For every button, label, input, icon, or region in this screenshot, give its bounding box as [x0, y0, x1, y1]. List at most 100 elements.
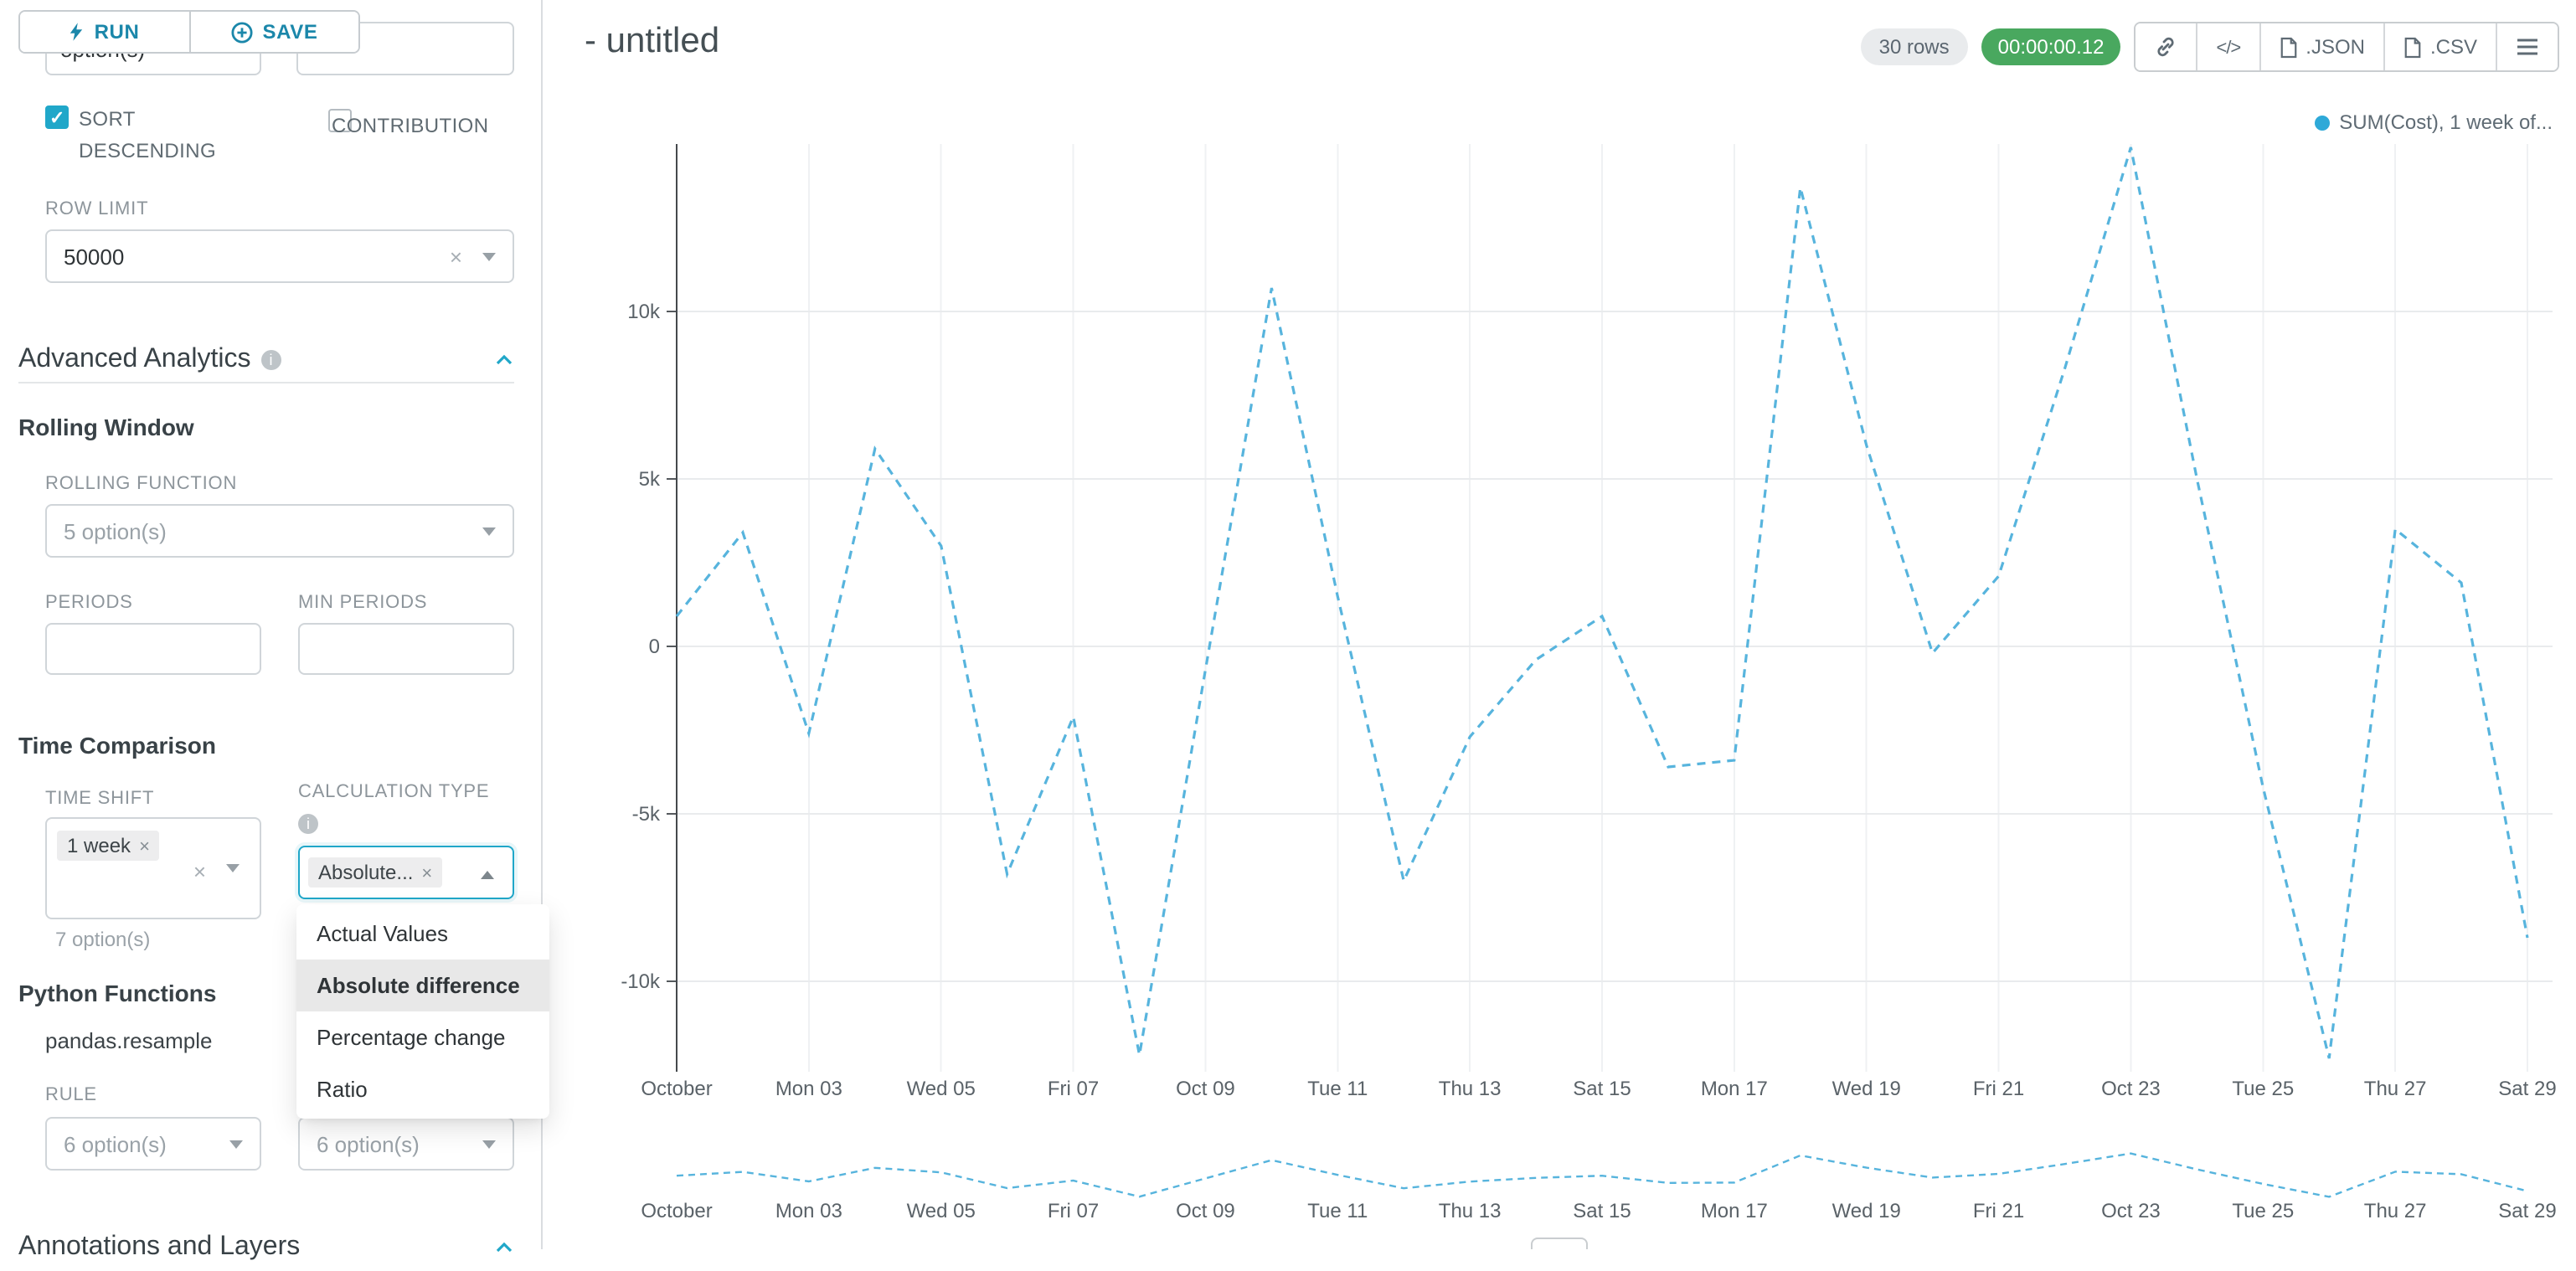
run-button[interactable]: RUN — [20, 12, 190, 52]
chart-area: - untitled 30 rows 00:00:00.12 .JSON — [543, 0, 2576, 1249]
remove-tag-icon[interactable] — [421, 861, 432, 884]
python-functions-title: Python Functions — [18, 980, 217, 1006]
clear-icon[interactable] — [450, 244, 462, 269]
row-limit-select[interactable]: 50000 — [45, 229, 514, 283]
x-axis-label: Mon 17 — [1701, 1078, 1768, 1100]
export-button-group: .JSON .CSV — [2134, 22, 2559, 72]
chevron-up-icon[interactable] — [481, 871, 494, 879]
dropdown-option-ratio[interactable]: Ratio — [317, 1077, 368, 1102]
info-icon — [298, 814, 318, 834]
legend-dot-icon — [2314, 115, 2330, 130]
x-axis-label: Sat 15 — [1573, 1078, 1631, 1100]
y-axis-label: -5k — [632, 803, 661, 826]
plus-circle-icon — [230, 21, 253, 43]
mini-x-axis-label: Thu 27 — [2364, 1200, 2427, 1222]
mini-x-axis-label: Sat 15 — [1573, 1200, 1631, 1222]
x-axis-label: October — [641, 1078, 712, 1100]
clear-icon[interactable] — [193, 857, 206, 888]
calculation-type-select[interactable]: Absolute... — [298, 846, 514, 899]
chevron-down-icon[interactable] — [229, 1140, 243, 1148]
mini-x-axis-label: Thu 13 — [1439, 1200, 1502, 1222]
rule-select[interactable]: 6 option(s) — [45, 1117, 261, 1171]
chevron-up-icon[interactable] — [494, 352, 514, 366]
mini-x-axis-label: October — [641, 1200, 712, 1222]
x-axis-label: Fri 07 — [1048, 1078, 1099, 1100]
mini-x-axis-label: Wed 19 — [1832, 1200, 1901, 1222]
time-shift-label: TIME SHIFT — [45, 789, 155, 809]
export-csv-label: .CSV — [2429, 35, 2477, 59]
rule-label: RULE — [45, 1085, 97, 1105]
export-csv-button[interactable]: .CSV — [2383, 23, 2496, 70]
run-save-button-group: RUN SAVE — [18, 10, 360, 54]
chevron-down-icon[interactable] — [482, 527, 496, 535]
chevron-down-icon[interactable] — [482, 1140, 496, 1148]
annotations-layers-header[interactable]: Annotations and Layers — [18, 1224, 514, 1271]
time-comparison-title: Time Comparison — [18, 732, 216, 759]
save-button[interactable]: SAVE — [190, 12, 358, 52]
mini-x-axis-label: Oct 23 — [2101, 1200, 2161, 1222]
calculation-type-dropdown: Actual Values Absolute difference Percen… — [296, 904, 549, 1119]
periods-label: PERIODS — [45, 593, 133, 613]
x-axis-label: Thu 27 — [2364, 1078, 2427, 1100]
mini-x-axis-label: Wed 05 — [907, 1200, 976, 1222]
x-axis-label: Tue 11 — [1307, 1078, 1368, 1100]
rule-placeholder: 6 option(s) — [64, 1131, 167, 1156]
export-json-button[interactable]: .JSON — [2259, 23, 2383, 70]
annotations-layers-title: Annotations and Layers — [18, 1232, 301, 1261]
copy-link-button[interactable] — [2136, 23, 2197, 70]
rolling-function-select[interactable]: 5 option(s) — [45, 504, 514, 558]
legend-label: SUM(Cost), 1 week of... — [2339, 111, 2553, 134]
info-icon — [260, 349, 281, 369]
data-panel-handle[interactable] — [1531, 1238, 1588, 1249]
mini-x-axis-label: Mon 03 — [775, 1200, 842, 1222]
code-icon — [2216, 35, 2240, 59]
dropdown-option-actual-values[interactable]: Actual Values — [317, 921, 449, 946]
remove-tag-icon[interactable] — [139, 834, 150, 857]
contribution-label: CONTRIBUTION — [332, 114, 489, 137]
chart-legend[interactable]: SUM(Cost), 1 week of... — [2314, 111, 2553, 134]
chevron-down-icon[interactable] — [482, 252, 496, 260]
pandas-resample-label: pandas.resample — [45, 1028, 213, 1053]
more-menu-button[interactable] — [2496, 23, 2558, 70]
chevron-up-icon[interactable] — [494, 1241, 514, 1254]
method-placeholder: 6 option(s) — [317, 1131, 420, 1156]
row-count-badge: 30 rows — [1860, 28, 1968, 65]
mini-x-axis-label: Fri 21 — [1973, 1200, 2024, 1222]
time-shift-helper: 7 option(s) — [55, 928, 151, 951]
x-axis-label: Oct 23 — [2101, 1078, 2161, 1100]
min-periods-input[interactable] — [298, 623, 514, 675]
embed-code-button[interactable] — [2196, 23, 2259, 70]
contribution-checkbox[interactable] — [328, 109, 353, 132]
y-axis-label: 10k — [627, 301, 661, 323]
advanced-analytics-header[interactable]: Advanced Analytics — [18, 337, 514, 383]
sort-descending-checkbox[interactable] — [45, 105, 69, 129]
file-icon — [2404, 36, 2421, 58]
dropdown-option-percentage-change[interactable]: Percentage change — [317, 1025, 506, 1050]
dropdown-option-absolute-difference[interactable]: Absolute difference — [296, 960, 549, 1011]
y-axis-label: 5k — [639, 468, 661, 491]
periods-input[interactable] — [45, 623, 261, 675]
row-limit-label: ROW LIMIT — [45, 199, 149, 219]
lightning-icon — [70, 23, 83, 41]
export-json-label: .JSON — [2306, 35, 2365, 59]
link-icon — [2157, 37, 2175, 57]
chevron-down-icon[interactable] — [226, 864, 240, 872]
row-limit-value: 50000 — [64, 244, 125, 269]
hamburger-menu-icon — [2517, 39, 2537, 55]
x-axis-label: Wed 05 — [907, 1078, 976, 1100]
run-button-label: RUN — [94, 20, 140, 44]
method-select[interactable]: 6 option(s) — [298, 1117, 514, 1171]
rolling-function-placeholder: 5 option(s) — [64, 518, 167, 543]
mini-x-axis-label: Fri 07 — [1048, 1200, 1099, 1222]
file-icon — [2280, 36, 2296, 58]
mini-x-axis-label: Sat 29 — [2498, 1200, 2556, 1222]
chart-svg[interactable]: 10k 5k 0 -5k -10k October October Mon 03 Mon 03 W… — [543, 0, 2576, 1249]
time-shift-select[interactable]: 1 week — [45, 817, 261, 919]
mini-chart-line[interactable] — [676, 1152, 2528, 1198]
mini-x-axis-label: Oct 09 — [1176, 1200, 1235, 1222]
main-series-line[interactable] — [675, 147, 2529, 1059]
min-periods-label: MIN PERIODS — [298, 593, 428, 613]
chart-header-actions: 30 rows 00:00:00.12 .JSON — [1860, 22, 2559, 72]
x-axis-label: Wed 19 — [1832, 1078, 1901, 1100]
